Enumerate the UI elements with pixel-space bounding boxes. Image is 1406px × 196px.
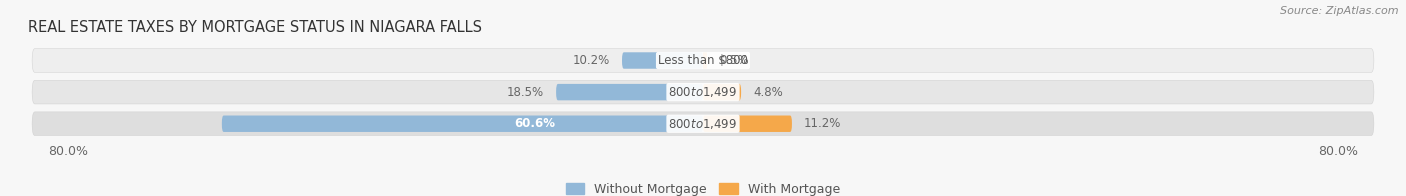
Text: Less than $800: Less than $800	[658, 54, 748, 67]
Legend: Without Mortgage, With Mortgage: Without Mortgage, With Mortgage	[565, 183, 841, 196]
FancyBboxPatch shape	[621, 52, 703, 69]
FancyBboxPatch shape	[557, 84, 703, 100]
FancyBboxPatch shape	[703, 52, 707, 69]
Text: $800 to $1,499: $800 to $1,499	[668, 117, 738, 131]
FancyBboxPatch shape	[32, 49, 1374, 72]
Text: 60.6%: 60.6%	[515, 117, 555, 130]
FancyBboxPatch shape	[32, 80, 1374, 104]
Text: 10.2%: 10.2%	[572, 54, 610, 67]
FancyBboxPatch shape	[222, 115, 703, 132]
Text: 4.8%: 4.8%	[754, 86, 783, 99]
Text: 18.5%: 18.5%	[508, 86, 544, 99]
Text: Source: ZipAtlas.com: Source: ZipAtlas.com	[1281, 6, 1399, 16]
Text: 11.2%: 11.2%	[804, 117, 841, 130]
Text: $800 to $1,499: $800 to $1,499	[668, 85, 738, 99]
Text: REAL ESTATE TAXES BY MORTGAGE STATUS IN NIAGARA FALLS: REAL ESTATE TAXES BY MORTGAGE STATUS IN …	[28, 20, 482, 35]
Text: 0.5%: 0.5%	[718, 54, 748, 67]
FancyBboxPatch shape	[32, 112, 1374, 136]
FancyBboxPatch shape	[703, 115, 792, 132]
FancyBboxPatch shape	[703, 84, 741, 100]
